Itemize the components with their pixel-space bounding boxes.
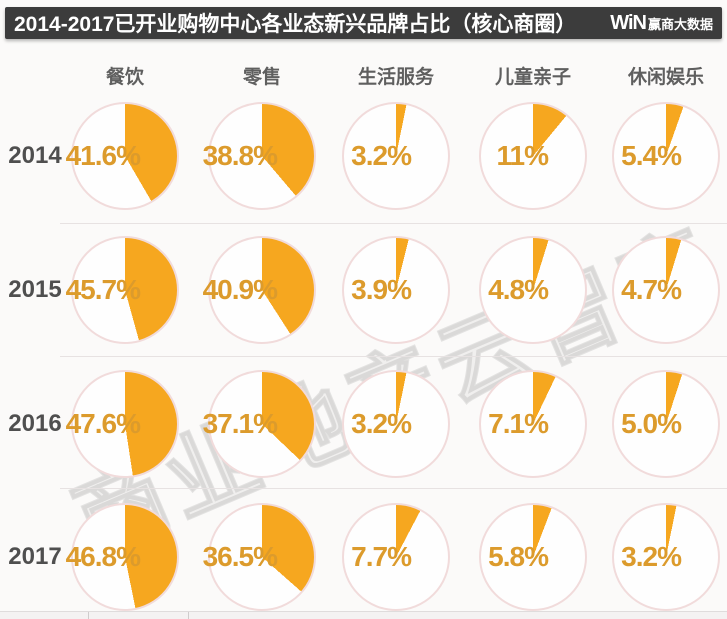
year-label-2014: 2014 (8, 142, 62, 169)
year-label-2016: 2016 (8, 410, 62, 437)
pie-2016-餐饮 (71, 370, 179, 478)
pie-value-label: 3.2% (351, 408, 412, 439)
bottom-table-divider (188, 612, 189, 619)
column-header-3: 生活服务 (357, 67, 434, 88)
pie-value-label: 4.7% (621, 274, 682, 305)
pie-value-label: 47.6% (65, 408, 141, 439)
pie-value-label: 5.4% (621, 140, 682, 171)
pie-2017-儿童亲子 (479, 503, 587, 611)
pie-value-label: 3.2% (351, 140, 412, 171)
pie-2017-休闲娱乐 (612, 503, 720, 611)
pie-value-label: 46.8% (65, 541, 141, 572)
row-separator (60, 488, 727, 489)
pie-2014-零售 (208, 102, 316, 210)
pie-2015-餐饮 (71, 236, 179, 344)
pie-2016-休闲娱乐 (612, 370, 720, 478)
column-header-5: 休闲娱乐 (627, 67, 704, 88)
page-title: 2014-2017已开业购物中心各业态新兴品牌占比（核心商圈） (14, 13, 577, 36)
pie-value-label: 38.8% (202, 140, 278, 171)
logo-name: 赢商大数据 (647, 16, 713, 32)
column-header-1: 餐饮 (105, 67, 144, 88)
column-header-2: 零售 (242, 67, 281, 88)
pie-2014-生活服务 (342, 102, 450, 210)
win-logo-icon: WiN (610, 11, 647, 34)
pie-2014-儿童亲子 (479, 102, 587, 210)
pie-value-label: 7.1% (488, 408, 549, 439)
pie-value-label: 37.1% (202, 408, 278, 439)
pie-2016-儿童亲子 (479, 370, 587, 478)
pie-2014-休闲娱乐 (612, 102, 720, 210)
pie-2015-零售 (208, 236, 316, 344)
column-header-4: 儿童亲子 (494, 67, 571, 88)
year-label-2015: 2015 (8, 276, 62, 303)
pie-value-label: 3.9% (351, 274, 412, 305)
pie-value-label: 3.2% (621, 541, 682, 572)
pie-value-label: 5.0% (621, 408, 682, 439)
pie-value-label: 7.7% (351, 541, 412, 572)
pie-value-label: 5.8% (488, 541, 549, 572)
pie-2016-生活服务 (342, 370, 450, 478)
pie-2015-休闲娱乐 (612, 236, 720, 344)
pie-2017-餐饮 (71, 503, 179, 611)
bottom-table-strip (0, 612, 727, 619)
bottom-table-divider (88, 612, 89, 619)
winshang-logo: WiN 赢商大数据 (610, 12, 713, 35)
pie-2017-生活服务 (342, 503, 450, 611)
pie-value-label: 40.9% (202, 274, 278, 305)
row-separator (60, 223, 727, 224)
pie-2016-零售 (208, 370, 316, 478)
pie-value-label: 41.6% (65, 140, 141, 171)
title-bar: 2014-2017已开业购物中心各业态新兴品牌占比（核心商圈） WiN 赢商大数… (5, 7, 722, 39)
pie-value-label: 36.5% (202, 541, 278, 572)
pie-2017-零售 (208, 503, 316, 611)
pie-value-label: 45.7% (65, 274, 141, 305)
pie-value-label: 4.8% (488, 274, 549, 305)
pie-2015-生活服务 (342, 236, 450, 344)
pie-value-label: 11% (496, 140, 550, 171)
pie-2015-儿童亲子 (479, 236, 587, 344)
year-label-2017: 2017 (8, 543, 62, 570)
row-separator (60, 356, 727, 357)
pie-2014-餐饮 (71, 102, 179, 210)
bottom-table-border (0, 611, 727, 612)
